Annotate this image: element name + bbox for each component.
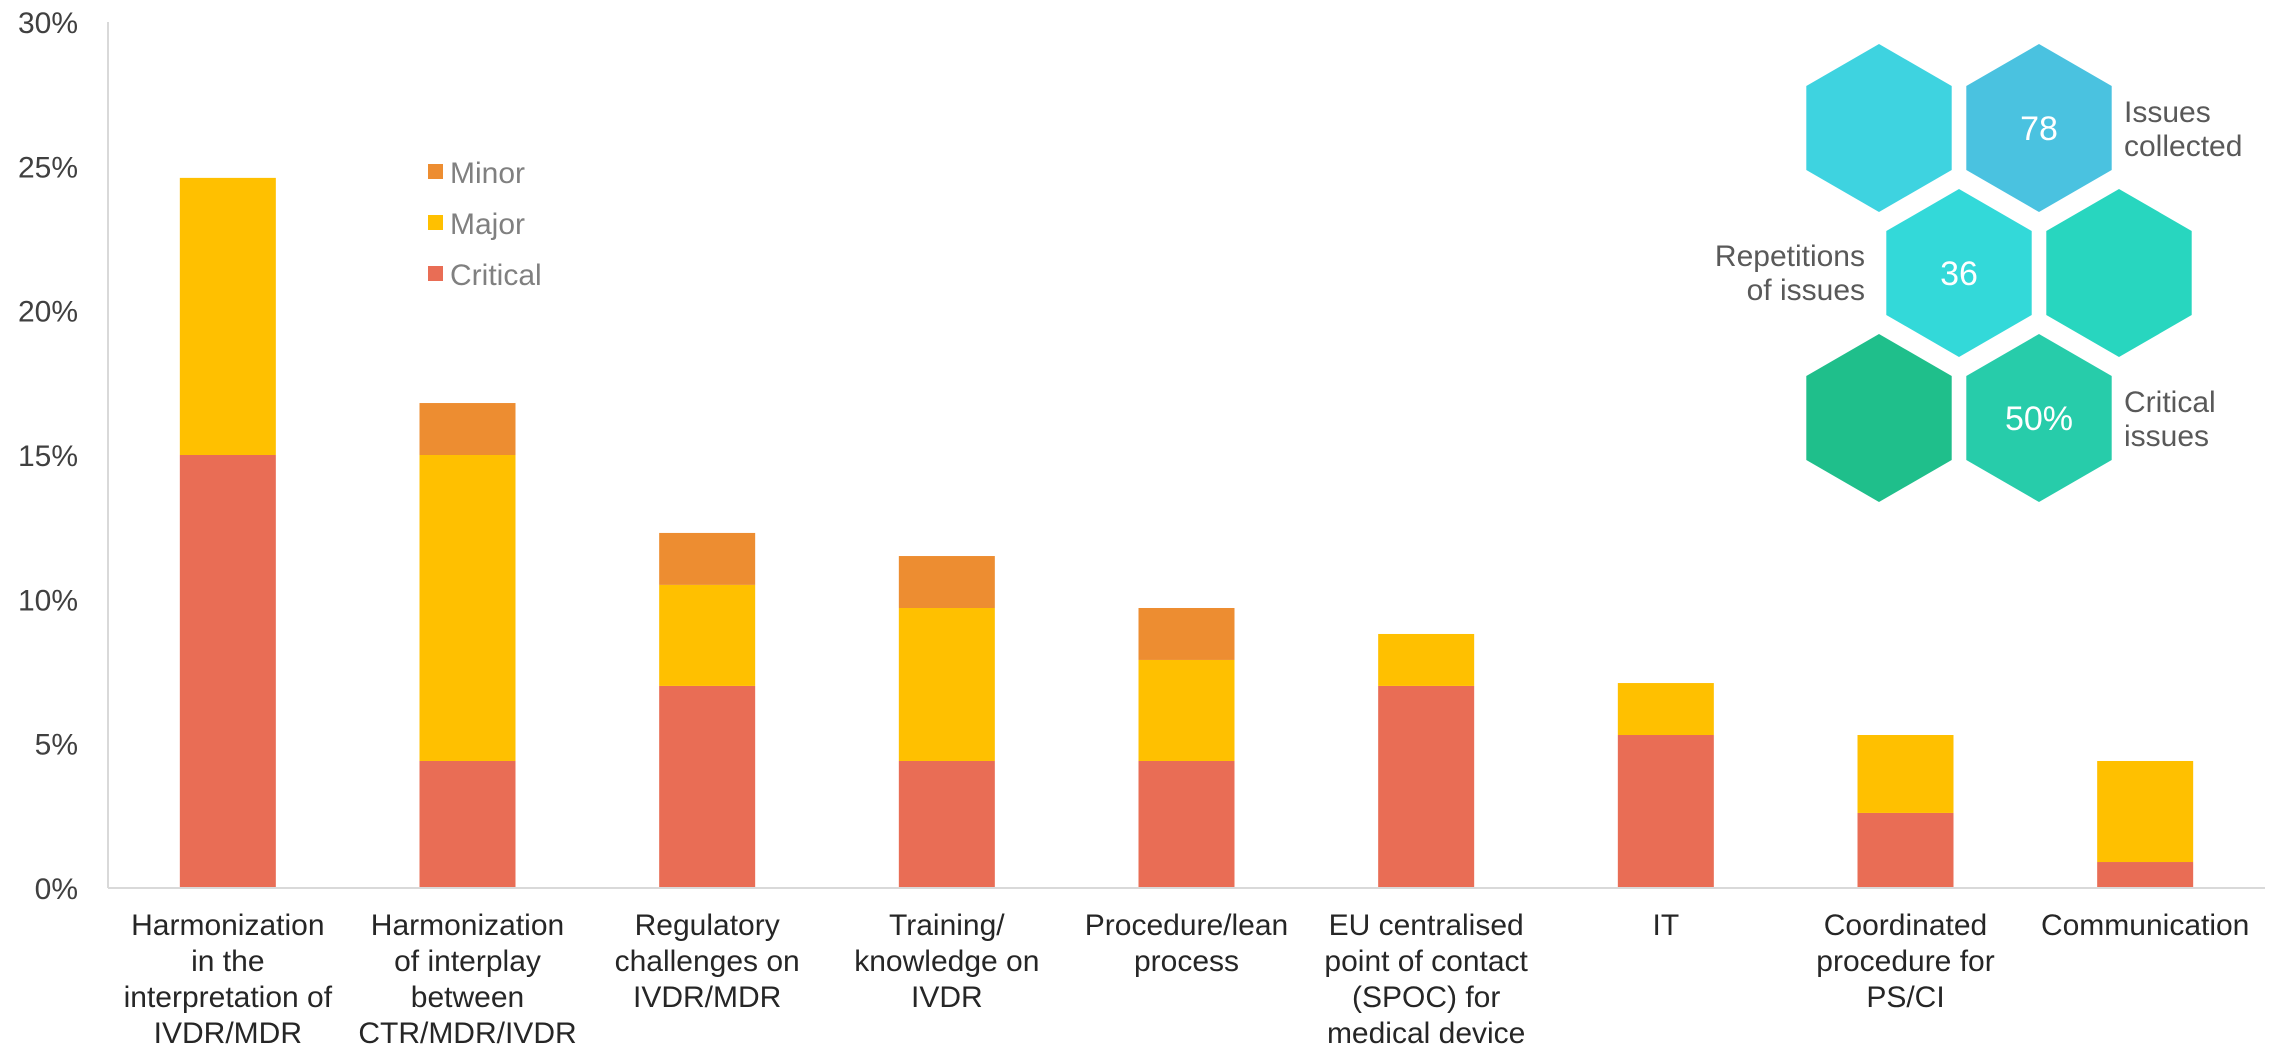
- bar-segment-critical: [898, 760, 995, 888]
- bar-segment-major: [898, 607, 995, 761]
- x-tick-label: Coordinated procedure for PS/CI: [1816, 909, 1994, 1014]
- hex-label: Critical issues: [2124, 386, 2216, 453]
- hex-value: 78: [2020, 110, 2058, 148]
- legend-item-major: Major: [428, 208, 525, 241]
- legend-swatch: [428, 266, 443, 281]
- bar-segment-major: [1617, 683, 1714, 736]
- x-axis-labels: Harmonization in the interpretation of IVDR…: [124, 909, 2250, 1050]
- y-tick-label: 5%: [35, 729, 78, 762]
- legend: Minor Major Critical: [428, 157, 542, 292]
- y-tick-label: 10%: [18, 584, 78, 617]
- bar-segment-major: [2097, 760, 2194, 863]
- x-tick-label: Regulatory challenges on IVDR/MDR: [615, 909, 800, 1014]
- legend-item-critical: Critical: [428, 259, 542, 292]
- y-tick-label: 15%: [18, 440, 78, 473]
- hex-label: Issues collected: [2124, 96, 2242, 163]
- legend-label: Major: [450, 208, 525, 241]
- y-tick-label: 0%: [35, 873, 78, 906]
- x-tick-label: Harmonization of interplay between CTR/MDR/…: [358, 909, 576, 1050]
- bar-segment-major: [179, 177, 276, 455]
- bar-segment-critical: [419, 760, 516, 888]
- y-tick-label: 25%: [18, 151, 78, 184]
- bar-segment-critical: [659, 685, 756, 888]
- hexagon-shape: [1966, 334, 2112, 502]
- x-tick-label: Procedure/lean process: [1085, 909, 1288, 978]
- hexagon-shape: [1966, 44, 2112, 212]
- y-tick-label: 30%: [18, 7, 78, 40]
- hexagon-shape: [1806, 334, 1952, 502]
- hex-cell: [2046, 189, 2192, 357]
- legend-item-minor: Minor: [428, 157, 525, 190]
- hex-cell: 50%: [1966, 334, 2112, 502]
- bar-segment-major: [1378, 633, 1475, 686]
- x-tick-label: Harmonization in the interpretation of IVDR…: [124, 909, 333, 1050]
- bar-segment-major: [1857, 735, 1954, 813]
- bar-segment-critical: [1138, 760, 1235, 888]
- bar-segment-major: [1138, 659, 1235, 761]
- bar-segment-critical: [1378, 685, 1475, 888]
- bar-segment-critical: [1617, 735, 1714, 888]
- bars: [179, 177, 2194, 888]
- y-tick-label: 20%: [18, 296, 78, 329]
- bar-segment-critical: [2097, 862, 2194, 888]
- bar-segment-major: [659, 584, 756, 686]
- bar-segment-minor: [659, 532, 756, 585]
- hex-cell: 78: [1966, 44, 2112, 212]
- y-axis: 0% 5% 10% 15% 20% 25% 30%: [18, 7, 109, 906]
- x-tick-label: EU centralised point of contact (SPOC) for…: [1324, 909, 1528, 1050]
- hex-value: 50%: [2005, 400, 2073, 438]
- bar-segment-critical: [1857, 812, 1954, 888]
- hex-cell: 36: [1886, 189, 2032, 357]
- hex-infographic: 78 36 50% Issues collected Repetitions of issu…: [1715, 44, 2242, 502]
- legend-swatch: [428, 164, 443, 179]
- hex-value: 36: [1940, 255, 1978, 293]
- hex-label: Repetitions of issues: [1715, 240, 1865, 307]
- x-tick-label: Training/knowledge on IVDR: [854, 909, 1039, 1014]
- bar-segment-minor: [1138, 607, 1235, 660]
- x-tick-label: IT: [1652, 909, 1679, 942]
- bar-segment-minor: [898, 556, 995, 608]
- bar-segment-major: [419, 455, 516, 761]
- legend-label: Minor: [450, 157, 525, 190]
- legend-label: Critical: [450, 259, 542, 292]
- bar-segment-minor: [419, 403, 516, 455]
- x-tick-label: Communication: [2041, 909, 2249, 942]
- hexagon-shape: [1806, 44, 1952, 212]
- bar-segment-critical: [179, 455, 276, 888]
- legend-swatch: [428, 215, 443, 230]
- hex-cell: [1806, 44, 1952, 212]
- hexagon-shape: [2046, 189, 2192, 357]
- hex-cell: [1806, 334, 1952, 502]
- hexagon-shape: [1886, 189, 2032, 357]
